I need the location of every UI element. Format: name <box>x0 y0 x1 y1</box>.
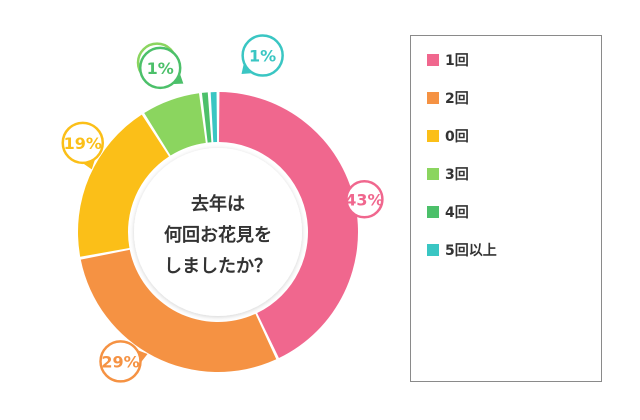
legend-swatch <box>427 168 439 180</box>
legend-label: 2回 <box>445 91 469 107</box>
legend-item-3-times: 3回 <box>427 164 469 184</box>
legend-label: 0回 <box>445 129 469 145</box>
pie-slice <box>80 249 277 372</box>
legend-label: 4回 <box>445 205 469 221</box>
slice-value-label: 1% <box>147 59 174 78</box>
value-callout: 1% <box>138 46 184 90</box>
legend-item-0-times: 0回 <box>427 126 469 146</box>
legend-item-4-times: 4回 <box>427 202 469 222</box>
center-label-line: しましたか？ <box>164 256 272 277</box>
legend-item-5-plus-times: 5回以上 <box>427 240 497 260</box>
legend-swatch <box>427 244 439 256</box>
legend-item-1-time: 1回 <box>427 50 469 70</box>
callout-bubble <box>241 34 284 77</box>
center-label-line: 去年は <box>191 193 245 215</box>
legend-swatch <box>427 54 439 66</box>
callout-bubble <box>99 340 142 383</box>
value-callout: 1% <box>241 34 284 77</box>
legend-item-2-times: 2回 <box>427 88 469 108</box>
legend: 1回 2回 0回 3回 4回 5回以上 <box>410 35 602 382</box>
legend-label: 5回以上 <box>445 243 497 259</box>
donut-slices <box>78 92 358 372</box>
legend-swatch <box>427 92 439 104</box>
center-disc <box>134 148 302 316</box>
value-callout: 19% <box>61 121 105 170</box>
pie-slice <box>144 93 206 156</box>
slice-value-label: 43% <box>345 190 383 209</box>
pie-slice <box>210 92 218 143</box>
slice-value-label: 29% <box>101 352 139 371</box>
slice-value-label: 19% <box>64 134 102 153</box>
callout-bubble <box>61 121 105 165</box>
legend-swatch <box>427 206 439 218</box>
legend-label: 1回 <box>445 53 469 69</box>
callout-bubble <box>138 46 182 90</box>
pie-slice <box>78 114 169 257</box>
value-callout: 43% <box>339 180 384 219</box>
legend-label: 3回 <box>445 167 469 183</box>
value-callout: 29% <box>99 340 148 383</box>
pie-slice <box>218 92 358 359</box>
center-label-line: 何回お花見を <box>164 224 272 246</box>
legend-swatch <box>427 130 439 142</box>
slice-value-label: 1% <box>249 47 276 66</box>
callout-bubble <box>345 180 384 219</box>
pie-slice <box>201 92 212 143</box>
